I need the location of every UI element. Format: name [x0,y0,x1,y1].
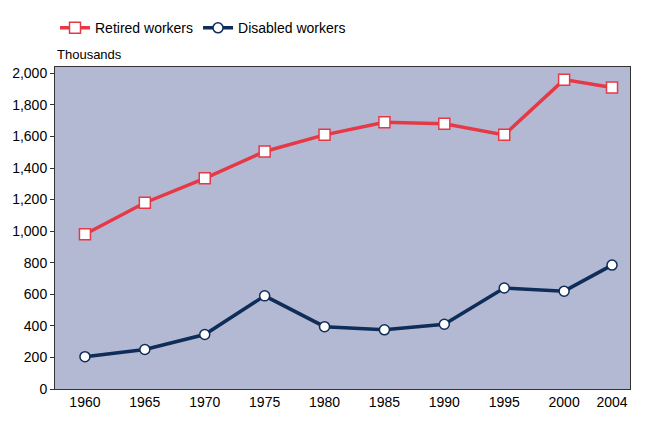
svg-text:1985: 1985 [369,394,400,410]
svg-text:2,000: 2,000 [12,65,47,81]
svg-text:Thousands: Thousands [57,47,122,62]
svg-text:1995: 1995 [489,394,520,410]
svg-text:Disabled workers: Disabled workers [238,20,345,36]
svg-text:1980: 1980 [309,394,340,410]
svg-text:1,000: 1,000 [12,223,47,239]
svg-text:2000: 2000 [549,394,580,410]
svg-text:200: 200 [24,349,48,365]
svg-text:1,600: 1,600 [12,128,47,144]
svg-text:2004: 2004 [596,394,627,410]
svg-text:800: 800 [24,255,48,271]
svg-text:0: 0 [39,381,47,397]
svg-text:1970: 1970 [189,394,220,410]
svg-text:1,400: 1,400 [12,160,47,176]
svg-text:600: 600 [24,286,48,302]
svg-text:400: 400 [24,318,48,334]
svg-text:1975: 1975 [249,394,280,410]
svg-text:1960: 1960 [69,394,100,410]
svg-text:Retired workers: Retired workers [95,20,193,36]
svg-text:1,800: 1,800 [12,97,47,113]
svg-text:1965: 1965 [129,394,160,410]
svg-text:1,200: 1,200 [12,191,47,207]
svg-text:1990: 1990 [429,394,460,410]
